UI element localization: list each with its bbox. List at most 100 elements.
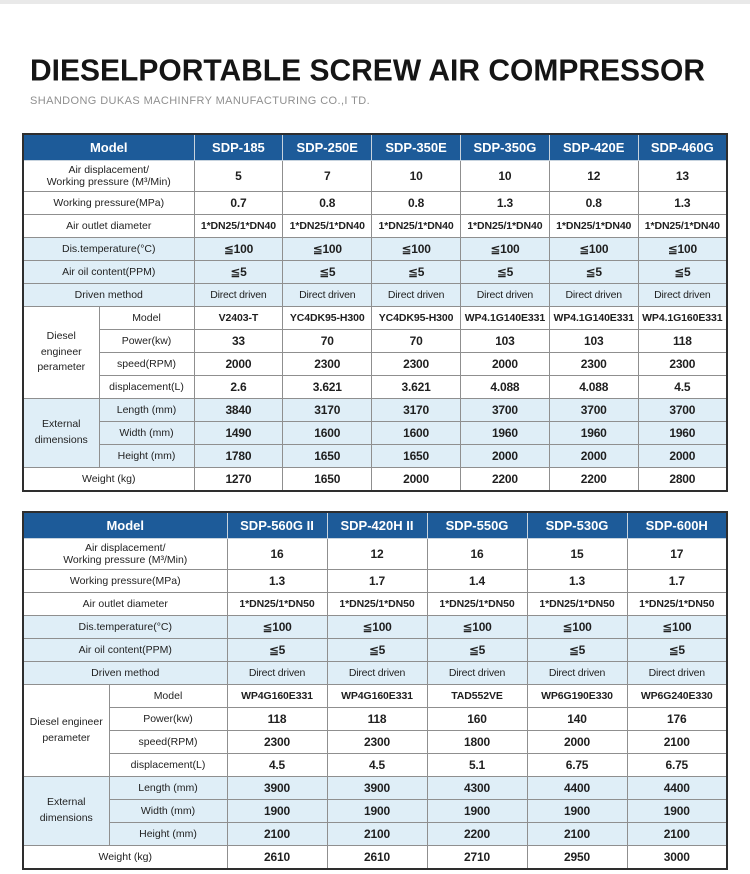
value-cell: 3700: [548, 398, 639, 422]
value-cell: 2300: [548, 352, 639, 376]
value-cell: 3900: [326, 776, 428, 800]
value-cell: 2300: [371, 352, 461, 376]
model-header-cell: SDP-460G: [637, 133, 728, 161]
value-cell: 1*DN25/1*DN50: [526, 592, 628, 616]
value-cell: 13: [637, 160, 728, 192]
value-cell: 1900: [326, 799, 428, 823]
row-label-cell: Working pressure(MPa): [22, 191, 195, 215]
spec-tables-area: Model SDP-185 SDP-250E SDP-350E SDP-350G SDP-…: [22, 133, 728, 870]
value-cell: 1900: [226, 799, 328, 823]
value-cell: 3.621: [282, 375, 373, 399]
table-row: External dimensions Length (mm) 3840 3170 31…: [22, 398, 728, 468]
value-cell: 1600: [371, 421, 461, 445]
value-cell: ≦100: [371, 237, 461, 261]
value-cell: 4400: [626, 776, 728, 800]
header-row: Model SDP-185 SDP-250E SDP-350E SDP-350G SDP-…: [22, 133, 728, 161]
spec-table-1: Model SDP-185 SDP-250E SDP-350E SDP-350G SDP-…: [22, 133, 728, 492]
value-cell: 2800: [637, 467, 728, 492]
model-header-cell: SDP-600H: [626, 511, 728, 539]
value-cell: WP4.1G140E331: [548, 306, 639, 330]
value-cell: 4.5: [326, 753, 428, 777]
value-cell: 2100: [626, 730, 728, 754]
value-cell: 1960: [548, 421, 639, 445]
value-cell: 3700: [459, 398, 550, 422]
table-row: Air displacement/ Working pressure (M³/M…: [22, 538, 728, 570]
row-label-cell: speed(RPM): [108, 730, 228, 754]
value-cell: 1960: [637, 421, 728, 445]
value-cell: 4.5: [637, 375, 728, 399]
model-header-cell: SDP-350E: [371, 133, 461, 161]
value-cell: 3.621: [371, 375, 461, 399]
value-cell: 3900: [226, 776, 328, 800]
value-cell: 2300: [226, 730, 328, 754]
value-cell: ≦100: [282, 237, 373, 261]
value-cell: ≦5: [326, 638, 428, 662]
value-cell: 1*DN25/1*DN40: [193, 214, 284, 238]
value-cell: 160: [426, 707, 528, 731]
row-label-cell: Power(kw): [98, 329, 195, 353]
row-label-cell: Height (mm): [108, 822, 228, 846]
row-label-cell: Air displacement/ Working pressure (M³/M…: [22, 538, 228, 570]
value-cell: 2200: [426, 822, 528, 846]
value-cell: 17: [626, 538, 728, 570]
value-cell: TAD552VE: [426, 684, 528, 708]
group-label-cell: Diesel engineer perameter: [22, 306, 100, 399]
value-cell: ≦100: [459, 237, 550, 261]
row-label-cell: Dis.temperature(°C): [22, 615, 228, 639]
value-cell: 140: [526, 707, 628, 731]
table-row: Width (mm) 1900 1900 1900 1900 1900: [23, 799, 728, 823]
value-cell: 2100: [526, 822, 628, 846]
row-label-cell: Air displacement/ Working pressure (M³/M…: [22, 160, 195, 192]
table-row: speed(RPM) 2000 2300 2300 2000 2300 2300: [23, 352, 728, 376]
row-label-cell: Weight (kg): [22, 467, 195, 492]
value-cell: 5: [193, 160, 284, 192]
value-cell: 2710: [426, 845, 528, 870]
value-cell: 118: [326, 707, 428, 731]
value-cell: 6.75: [626, 753, 728, 777]
row-label-cell: Working pressure(MPa): [22, 569, 228, 593]
row-label-cell: Weight (kg): [22, 845, 228, 870]
value-cell: 1270: [193, 467, 284, 492]
value-cell: 2100: [626, 822, 728, 846]
value-cell: 4.088: [459, 375, 550, 399]
spec-table-2: Model SDP-560G II SDP-420H II SDP-550G SDP-5…: [22, 511, 728, 870]
value-cell: 1*DN25/1*DN50: [326, 592, 428, 616]
model-header-cell: SDP-420E: [548, 133, 639, 161]
value-cell: 10: [371, 160, 461, 192]
value-cell: 1*DN25/1*DN40: [548, 214, 639, 238]
value-cell: 12: [548, 160, 639, 192]
value-cell: WP4.1G140E331: [459, 306, 550, 330]
value-cell: 1.3: [526, 569, 628, 593]
value-cell: ≦100: [226, 615, 328, 639]
row-label-cell: displacement(L): [98, 375, 195, 399]
value-cell: 4300: [426, 776, 528, 800]
row-label-cell: Length (mm): [108, 776, 228, 800]
value-cell: 2000: [637, 444, 728, 468]
table-row: Weight (kg) 1270 1650 2000 2200 2200 2800: [22, 467, 728, 492]
value-cell: ≦100: [326, 615, 428, 639]
value-cell: 1900: [626, 799, 728, 823]
value-cell: 2000: [548, 444, 639, 468]
value-cell: 1*DN25/1*DN40: [282, 214, 373, 238]
corner-header-cell: Model: [22, 133, 195, 161]
value-cell: 1650: [371, 444, 461, 468]
row-label-cell: Model: [108, 684, 228, 708]
model-header-cell: SDP-560G II: [226, 511, 328, 539]
value-cell: Direct driven: [637, 283, 728, 307]
value-cell: 16: [426, 538, 528, 570]
table-row: Dis.temperature(°C) ≦100 ≦100 ≦100 ≦100 ≦100: [22, 615, 728, 639]
value-cell: ≦5: [282, 260, 373, 284]
table-row: Air displacement/ Working pressure (M³/M…: [22, 160, 728, 192]
value-cell: 1900: [426, 799, 528, 823]
value-cell: 1*DN25/1*DN50: [426, 592, 528, 616]
value-cell: 2000: [371, 467, 461, 492]
value-cell: 2000: [459, 444, 550, 468]
table-row: displacement(L) 4.5 4.5 5.1 6.75 6.75: [23, 753, 728, 777]
value-cell: 2300: [282, 352, 373, 376]
model-header-cell: SDP-350G: [459, 133, 550, 161]
value-cell: 2610: [326, 845, 428, 870]
value-cell: WP4G160E331: [326, 684, 428, 708]
value-cell: 1.3: [637, 191, 728, 215]
value-cell: 12: [326, 538, 428, 570]
